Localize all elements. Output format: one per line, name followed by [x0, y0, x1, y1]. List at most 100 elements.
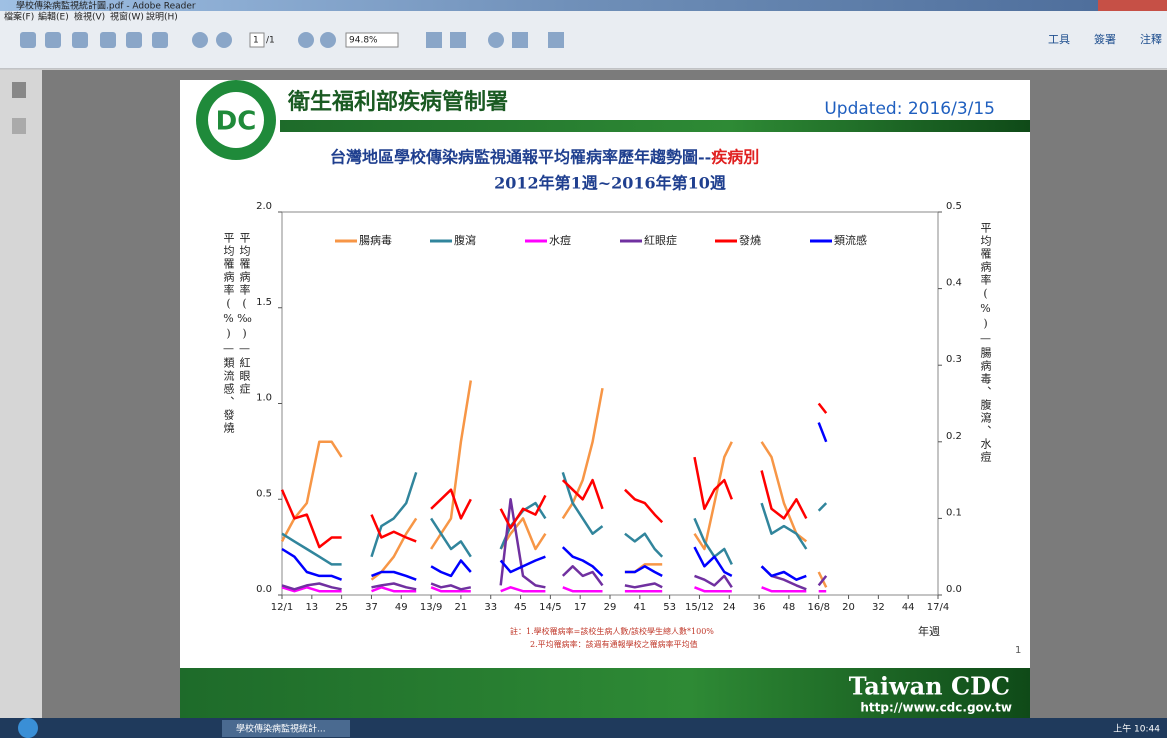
menu-item[interactable]: 檢視(V)	[74, 11, 105, 23]
window-title: 學校傳染病監視統計圖.pdf - Adobe Reader	[16, 0, 196, 12]
zoom-box[interactable]	[345, 32, 399, 48]
legend-label: 腸病毒	[359, 233, 392, 247]
x-tick-label: 37	[365, 602, 378, 613]
y2-tick-label: 0.0	[946, 584, 962, 595]
tool-pane-button[interactable]: 工具	[1048, 33, 1070, 46]
menu-item[interactable]: 說明(H)	[146, 11, 178, 23]
page-input[interactable]: 1	[253, 36, 259, 46]
y2-tick-label: 0.4	[946, 278, 962, 289]
icon[interactable]	[320, 32, 336, 48]
icon[interactable]	[512, 32, 528, 48]
series-line	[281, 422, 828, 581]
footer-url: http://www.cdc.gov.tw	[860, 701, 1012, 715]
legend-label: 發燒	[739, 233, 761, 247]
y2-axis-label: 平均罹病率(%)—腸病毒、腹瀉、水痘	[979, 222, 992, 464]
x-tick-label: 24	[723, 602, 736, 613]
x-tick-label: 41	[633, 602, 646, 613]
icon[interactable]	[450, 32, 466, 48]
chart-title-highlight: 疾病別	[711, 148, 759, 167]
window-controls[interactable]	[1098, 0, 1167, 11]
start-button[interactable]	[18, 718, 38, 738]
logo-inner	[208, 92, 264, 148]
y-tick-label: 0.5	[256, 488, 272, 499]
x-tick-label: 21	[455, 602, 468, 613]
note: 2.平均罹病率：該週有通報學校之罹病率平均值	[530, 639, 698, 649]
tool-pane-button[interactable]: 注釋	[1140, 32, 1162, 46]
x-tick-label: 25	[335, 602, 348, 613]
y-axis-label-2: 平均罹病率(‰)—紅眼症	[236, 232, 251, 396]
header-stripe	[280, 120, 1030, 132]
tool-pane-button[interactable]: 簽署	[1094, 32, 1116, 46]
icon[interactable]	[20, 32, 36, 48]
toolbar-icons	[20, 32, 564, 48]
legend-label: 類流感	[834, 233, 867, 247]
icon[interactable]	[548, 32, 564, 48]
note: 註：1.學校罹病率=該校生病人數/該校學生總人數*100%	[510, 626, 714, 636]
x-tick-label: 48	[783, 602, 796, 613]
x-tick-label: 53	[663, 602, 676, 613]
attachment-icon[interactable]	[12, 118, 26, 134]
pdf-page	[180, 80, 1030, 718]
pages-icon[interactable]	[12, 82, 26, 98]
y-tick-label: 0.0	[256, 584, 272, 595]
legend-label: 紅眼症	[644, 233, 677, 247]
x-tick-label: 20	[842, 602, 855, 613]
legend-label: 水痘	[549, 233, 571, 247]
icon[interactable]	[426, 32, 442, 48]
taskbar	[0, 718, 1167, 738]
task-button[interactable]	[222, 720, 350, 737]
x-tick-label: 33	[484, 602, 497, 613]
y-tick-label: 2.0	[256, 201, 272, 212]
series-line	[281, 586, 827, 593]
x-tick-label: 13/9	[420, 602, 442, 613]
icon[interactable]	[45, 32, 61, 48]
x-tick-label: 44	[902, 602, 915, 613]
icon[interactable]	[126, 32, 142, 48]
y2-tick-label: 0.1	[946, 507, 962, 518]
icon[interactable]	[488, 32, 504, 48]
menu-item[interactable]: 檔案(F)	[4, 11, 34, 23]
y2-tick-label: 0.5	[946, 201, 962, 212]
task-label[interactable]: 學校傳染病監視統計...	[236, 723, 326, 735]
menu-item[interactable]: 視窗(W)	[110, 11, 144, 23]
y-tick-label: 1.0	[256, 393, 272, 404]
zoom-value[interactable]: 94.8%	[349, 36, 378, 46]
footer-brand: Taiwan CDC	[849, 672, 1010, 701]
y-tick-label: 1.5	[256, 297, 272, 308]
series-line	[280, 402, 828, 549]
x-tick-label: 17	[574, 602, 587, 613]
nav-panel	[0, 70, 42, 718]
x-tick-label: 17/4	[927, 602, 949, 613]
x-tick-label: 29	[604, 602, 617, 613]
chart-title: 台灣地區學校傳染病監視通報平均罹病率歷年趨勢圖--	[330, 148, 711, 167]
icon[interactable]	[72, 32, 88, 48]
series-line	[281, 498, 828, 591]
x-tick-label: 15/12	[685, 602, 714, 613]
icon[interactable]	[192, 32, 208, 48]
y-axis-label: 平均罹病率(%)—類流感、發燒	[222, 232, 235, 435]
icon[interactable]	[298, 32, 314, 48]
x-tick-label: 32	[872, 602, 885, 613]
org-name: 衛生福利部疾病管制署	[287, 89, 508, 115]
page-box[interactable]	[249, 32, 265, 48]
clock: 上午 10:44	[1113, 723, 1160, 735]
x-tick-label: 16/8	[807, 602, 829, 613]
x-tick-label: 13	[305, 602, 318, 613]
legend-label: 腹瀉	[454, 233, 476, 247]
menu-item[interactable]: 編輯(E)	[38, 11, 69, 23]
footer-band	[180, 668, 1030, 718]
logo-text: DC	[216, 107, 257, 137]
x-tick-label: 12/1	[271, 602, 293, 613]
x-tick-label: 36	[753, 602, 766, 613]
x-tick-label: 49	[395, 602, 408, 613]
chart-subtitle: 2012年第1週~2016年第10週	[494, 174, 726, 193]
icon[interactable]	[216, 32, 232, 48]
icon[interactable]	[152, 32, 168, 48]
page-total: /1	[266, 36, 275, 46]
icon[interactable]	[100, 32, 116, 48]
x-tick-label: 45	[514, 602, 527, 613]
x-tick-label: 14/5	[539, 602, 561, 613]
y2-tick-label: 0.2	[946, 431, 962, 442]
page-number: 1	[1015, 645, 1021, 656]
